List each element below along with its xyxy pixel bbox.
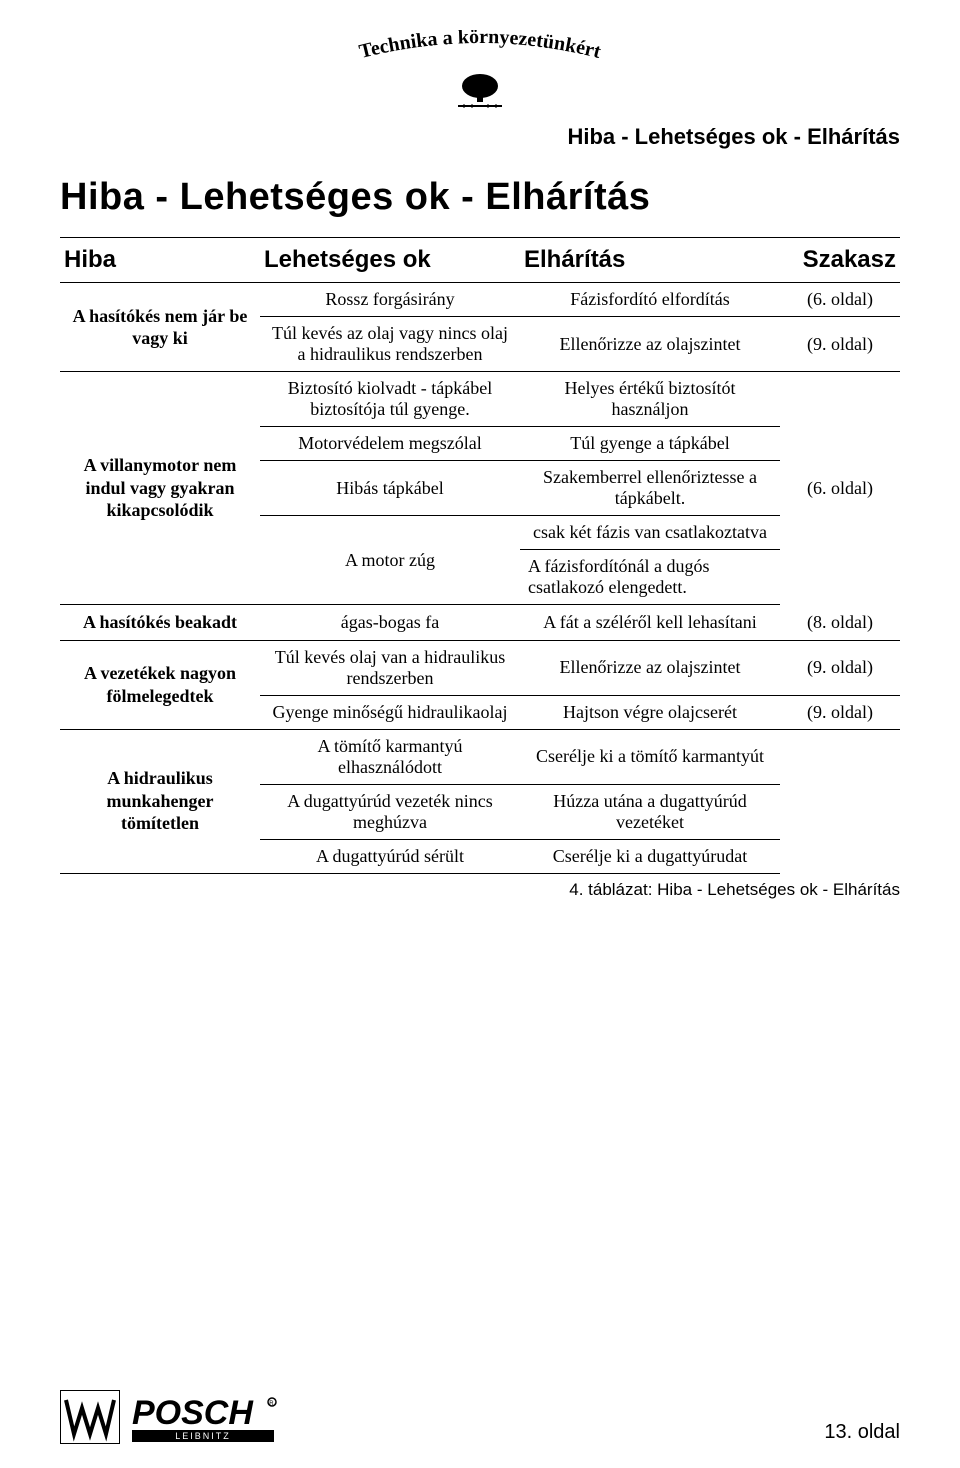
cause-cell: ágas-bogas fa [260,605,520,641]
cause-cell: Túl kevés olaj van a hidraulikus rendsze… [260,640,520,695]
svg-text:R: R [269,1401,274,1407]
cause-cell: Biztosító kiolvadt - tápkábel biztosítój… [260,372,520,427]
cause-cell: A tömítő karmantyú elhasználódott [260,729,520,784]
remedy-cell: Húzza utána a dugattyúrúd vezetéket [520,784,780,839]
cause-cell: Rossz forgásirány [260,283,520,317]
section-cell [780,729,900,873]
section-cell: (9. oldal) [780,695,900,729]
table-row: A vezetékek nagyon fölmelegedtek Túl kev… [60,640,900,695]
remedy-cell: Túl gyenge a tápkábel [520,427,780,461]
col-remedy: Elhárítás [520,238,780,283]
remedy-cell: Ellenőrizze az olajszintet [520,640,780,695]
section-cell: (6. oldal) [780,283,900,317]
remedy-cell: Hajtson végre olajcserét [520,695,780,729]
fault-cell: A hidraulikus munkahenger tömítetlen [60,729,260,873]
fault-cell: A vezetékek nagyon fölmelegedtek [60,640,260,729]
page-title: Hiba - Lehetséges ok - Elhárítás [60,176,900,219]
remedy-cell: Fázisfordító elfordítás [520,283,780,317]
section-heading-right: Hiba - Lehetséges ok - Elhárítás [60,124,900,150]
svg-text:Technika a környezetünkért: Technika a környezetünkért [357,30,603,63]
table-row: A hasítókés nem jár be vagy ki Rossz for… [60,283,900,317]
section-cell: (9. oldal) [780,640,900,695]
troubleshooting-table: Hiba Lehetséges ok Elhárítás Szakasz A h… [60,237,900,874]
remedy-cell: A fázisfordítónál a dugós csatlakozó ele… [520,550,780,605]
svg-text:LEIBNITZ: LEIBNITZ [175,1431,231,1441]
table-row: A villanymotor nem indul vagy gyakran ki… [60,372,900,427]
svg-text:POSCH: POSCH [132,1394,254,1432]
cause-cell: Hibás tápkábel [260,461,520,516]
fault-cell: A villanymotor nem indul vagy gyakran ki… [60,372,260,605]
section-cell: (8. oldal) [780,605,900,641]
remedy-cell: A fát a széléről kell lehasítani [520,605,780,641]
col-cause: Lehetséges ok [260,238,520,283]
remedy-cell: Helyes értékű biztosítót használjon [520,372,780,427]
table-caption: 4. táblázat: Hiba - Lehetséges ok - Elhá… [60,880,900,900]
section-cell: (9. oldal) [780,317,900,372]
cause-cell: A dugattyúrúd vezeték nincs meghúzva [260,784,520,839]
tree-icon [450,70,510,110]
table-row: A hasítókés beakadt ágas-bogas fa A fát … [60,605,900,641]
footer-logos: POSCH R LEIBNITZ [60,1390,282,1444]
header-arc-text: Technika a környezetünkért [357,30,603,63]
table-header-row: Hiba Lehetséges ok Elhárítás Szakasz [60,238,900,283]
fault-cell: A hasítókés nem jár be vagy ki [60,283,260,372]
remedy-cell: Cserélje ki a tömítő karmantyút [520,729,780,784]
remedy-cell: csak két fázis van csatlakoztatva [520,516,780,550]
col-fault: Hiba [60,238,260,283]
logo-w-icon [60,1390,120,1444]
fault-cell: A hasítókés beakadt [60,605,260,641]
page-number: 13. oldal [824,1421,900,1444]
table-row: A hidraulikus munkahenger tömítetlen A t… [60,729,900,784]
remedy-cell: Ellenőrizze az olajszintet [520,317,780,372]
cause-cell: Gyenge minőségű hidraulikaolaj [260,695,520,729]
cause-cell: A motor zúg [260,516,520,605]
cause-cell: Túl kevés az olaj vagy nincs olaj a hidr… [260,317,520,372]
logo-posch-icon: POSCH R LEIBNITZ [132,1390,282,1444]
section-cell: (6. oldal) [780,461,900,516]
remedy-cell: Cserélje ki a dugattyúrudat [520,839,780,873]
cause-cell: Motorvédelem megszólal [260,427,520,461]
col-section: Szakasz [780,238,900,283]
section-cell [780,516,900,605]
section-cell [780,372,900,461]
cause-cell: A dugattyúrúd sérült [260,839,520,873]
remedy-cell: Szakemberrel ellenőriztesse a tápkábelt. [520,461,780,516]
